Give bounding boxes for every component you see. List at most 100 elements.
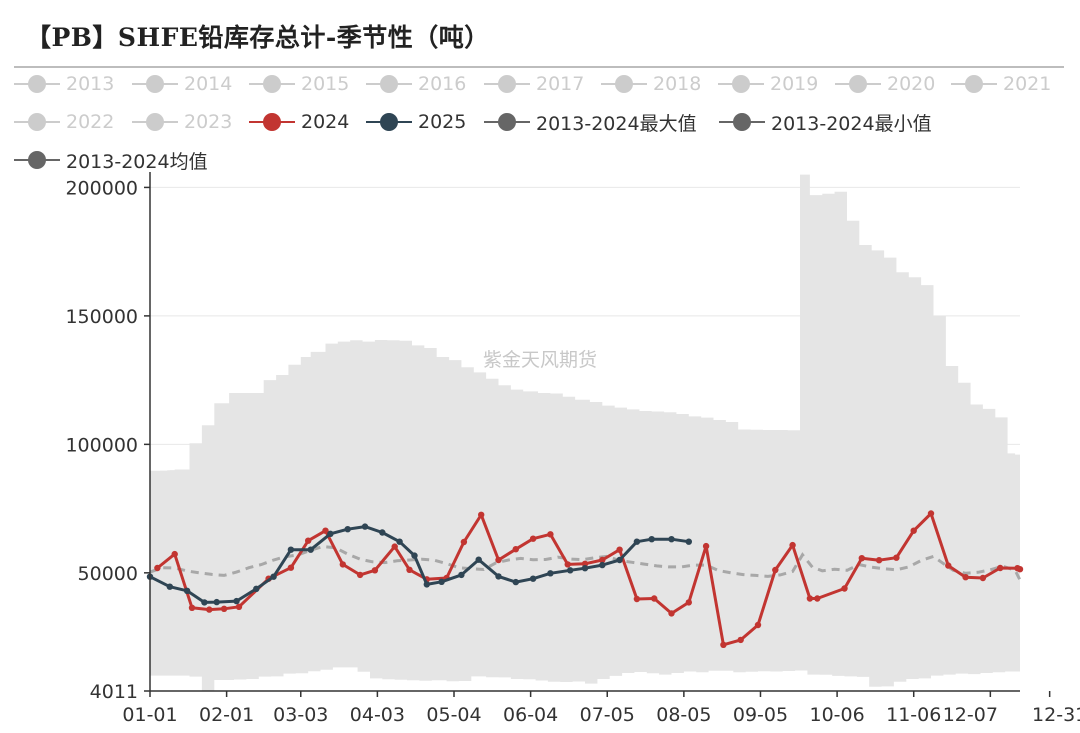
- data-point-2025[interactable]: [233, 597, 240, 605]
- data-point-2025[interactable]: [567, 567, 574, 574]
- data-point-2024[interactable]: [997, 564, 1004, 572]
- data-point-2024[interactable]: [720, 641, 727, 648]
- data-point-2024[interactable]: [564, 561, 571, 568]
- legend-item-2017[interactable]: 2017: [484, 72, 584, 96]
- data-point-2024[interactable]: [235, 603, 243, 610]
- data-point-2024[interactable]: [875, 557, 883, 564]
- data-point-2025[interactable]: [270, 573, 277, 580]
- data-point-2024[interactable]: [814, 595, 821, 602]
- data-point-2024[interactable]: [945, 562, 952, 569]
- data-point-2024[interactable]: [339, 561, 346, 568]
- data-point-2024[interactable]: [1016, 566, 1024, 573]
- legend-circle-line-icon: [14, 110, 60, 134]
- data-point-2025[interactable]: [253, 585, 260, 592]
- data-point-2025[interactable]: [396, 538, 403, 545]
- data-point-2024[interactable]: [616, 546, 623, 553]
- data-point-2024[interactable]: [206, 606, 213, 613]
- data-point-2025[interactable]: [616, 556, 623, 564]
- data-point-2024[interactable]: [927, 510, 935, 517]
- legend-item-2013-2024均值[interactable]: 2013-2024均值: [14, 148, 208, 173]
- data-point-2024[interactable]: [685, 599, 692, 606]
- legend-item-2024[interactable]: 2024: [249, 110, 349, 134]
- data-point-2024[interactable]: [495, 556, 502, 564]
- legend-item-2014[interactable]: 2014: [132, 72, 232, 96]
- data-point-2024[interactable]: [478, 511, 485, 518]
- data-point-2024[interactable]: [806, 595, 814, 602]
- data-point-2024[interactable]: [547, 531, 554, 538]
- data-point-2024[interactable]: [754, 621, 762, 629]
- data-point-2025[interactable]: [213, 598, 220, 606]
- data-point-2025[interactable]: [547, 570, 554, 577]
- data-point-2024[interactable]: [154, 564, 161, 572]
- data-point-2024[interactable]: [962, 574, 969, 581]
- data-point-2024[interactable]: [633, 595, 641, 603]
- data-point-2025[interactable]: [512, 578, 519, 586]
- legend-item-2020[interactable]: 2020: [835, 72, 935, 96]
- data-point-2024[interactable]: [460, 538, 468, 546]
- data-point-2024[interactable]: [581, 560, 589, 567]
- legend-item-2018[interactable]: 2018: [601, 72, 701, 96]
- data-point-2025[interactable]: [581, 565, 589, 572]
- data-point-2025[interactable]: [438, 578, 445, 585]
- data-point-2024[interactable]: [220, 605, 228, 612]
- data-point-2025[interactable]: [529, 575, 537, 582]
- data-point-2025[interactable]: [423, 581, 430, 588]
- data-point-2024[interactable]: [287, 564, 295, 571]
- data-point-2025[interactable]: [327, 530, 334, 537]
- legend-circle-line-icon: [719, 110, 765, 134]
- data-point-2024[interactable]: [858, 555, 865, 562]
- data-point-2024[interactable]: [772, 566, 779, 574]
- legend-item-2016[interactable]: 2016: [366, 72, 466, 96]
- legend-label: 2020: [887, 73, 936, 95]
- data-point-2025[interactable]: [495, 573, 502, 580]
- legend-item-2019[interactable]: 2019: [718, 72, 818, 96]
- data-point-2024[interactable]: [737, 636, 744, 644]
- data-point-2024[interactable]: [702, 542, 710, 550]
- data-point-2024[interactable]: [356, 571, 364, 579]
- data-point-2024[interactable]: [391, 543, 398, 550]
- data-point-2025[interactable]: [685, 538, 692, 545]
- data-point-2025[interactable]: [361, 523, 369, 530]
- data-point-2025[interactable]: [344, 526, 351, 533]
- data-point-2024[interactable]: [668, 610, 675, 617]
- data-point-2024[interactable]: [979, 574, 987, 582]
- legend-item-2025[interactable]: 2025: [366, 110, 466, 134]
- data-point-2024[interactable]: [171, 550, 178, 558]
- legend-item-2013-2024最小值[interactable]: 2013-2024最小值: [719, 110, 932, 135]
- data-point-2025[interactable]: [411, 552, 418, 559]
- data-point-2025[interactable]: [648, 536, 655, 543]
- data-point-2024[interactable]: [322, 527, 329, 534]
- data-point-2024[interactable]: [910, 527, 917, 534]
- data-point-2024[interactable]: [599, 556, 606, 564]
- data-point-2025[interactable]: [633, 538, 641, 545]
- data-point-2025[interactable]: [599, 561, 606, 569]
- legend-item-2022[interactable]: 2022: [14, 110, 114, 134]
- x-tick-label: 10-06: [809, 704, 864, 726]
- data-point-2025[interactable]: [287, 546, 295, 553]
- data-point-2024[interactable]: [406, 566, 413, 573]
- data-point-2024[interactable]: [789, 541, 796, 549]
- data-point-2025[interactable]: [183, 587, 191, 594]
- data-point-2024[interactable]: [371, 567, 379, 574]
- data-point-2024[interactable]: [188, 604, 196, 611]
- data-point-2024[interactable]: [529, 535, 537, 542]
- data-point-2025[interactable]: [475, 556, 482, 563]
- data-point-2025[interactable]: [166, 583, 173, 590]
- data-point-2025[interactable]: [379, 529, 386, 536]
- legend-item-2023[interactable]: 2023: [132, 110, 232, 134]
- data-point-2024[interactable]: [305, 537, 312, 544]
- legend-label: 2013-2024最大值: [536, 112, 697, 135]
- legend-label: 2015: [301, 73, 350, 95]
- data-point-2024[interactable]: [841, 585, 848, 592]
- data-point-2025[interactable]: [201, 599, 208, 606]
- data-point-2025[interactable]: [307, 546, 314, 553]
- data-point-2024[interactable]: [651, 595, 658, 602]
- legend-item-2021[interactable]: 2021: [951, 72, 1051, 96]
- data-point-2024[interactable]: [893, 554, 900, 561]
- data-point-2024[interactable]: [512, 546, 519, 553]
- data-point-2025[interactable]: [668, 536, 675, 543]
- data-point-2025[interactable]: [458, 571, 465, 579]
- legend-item-2013[interactable]: 2013: [14, 72, 114, 96]
- legend-item-2013-2024最大值[interactable]: 2013-2024最大值: [484, 110, 697, 135]
- legend-item-2015[interactable]: 2015: [249, 72, 349, 96]
